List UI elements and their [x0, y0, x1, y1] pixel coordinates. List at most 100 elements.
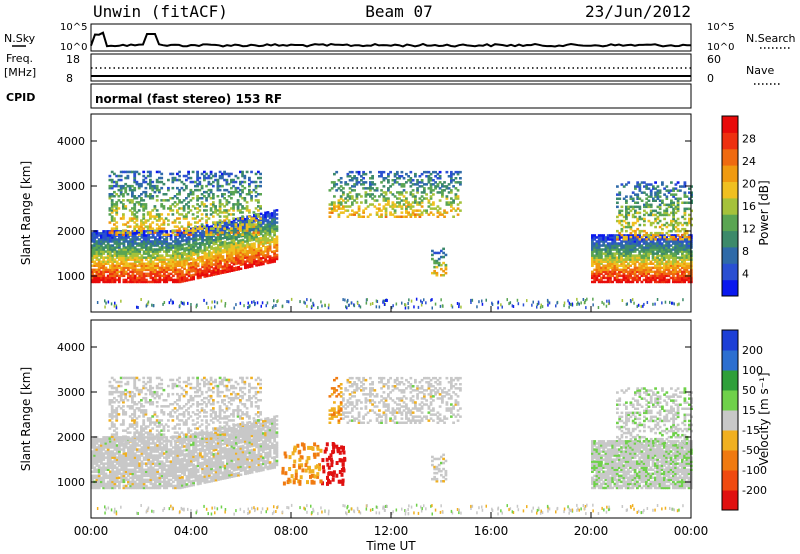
data-cell	[106, 240, 110, 243]
data-cell	[230, 265, 234, 268]
data-cell	[100, 460, 103, 463]
data-cell	[244, 222, 247, 225]
data-cell	[398, 177, 401, 180]
data-cell	[423, 191, 426, 194]
data-cell	[102, 280, 106, 284]
data-cell	[647, 205, 651, 209]
data-cell	[647, 235, 651, 239]
data-cell	[95, 482, 99, 486]
data-cell	[93, 246, 97, 249]
data-cell	[618, 191, 622, 194]
data-cell	[257, 231, 260, 234]
data-cell	[223, 205, 226, 208]
data-cell	[153, 184, 157, 188]
data-cell	[241, 238, 245, 242]
data-cell	[167, 266, 171, 270]
data-cell	[591, 276, 594, 280]
data-cell	[627, 236, 630, 239]
data-cell	[133, 280, 137, 284]
data-cell	[185, 197, 188, 200]
data-cell	[398, 201, 401, 204]
data-cell	[685, 248, 689, 251]
data-cell	[209, 231, 213, 234]
data-cell	[115, 201, 119, 204]
data-cell	[140, 248, 144, 251]
data-cell	[173, 176, 177, 180]
data-cell	[129, 242, 133, 245]
data-cell	[622, 270, 626, 274]
data-cell	[226, 264, 229, 267]
data-cell	[667, 280, 671, 284]
data-cell	[209, 233, 213, 236]
data-cell	[113, 454, 117, 457]
data-cell	[676, 223, 680, 227]
data-cell	[241, 215, 244, 218]
data-cell	[158, 232, 162, 235]
data-cell	[129, 278, 133, 282]
data-cell	[676, 246, 680, 249]
data-cell	[362, 209, 365, 212]
data-cell	[199, 258, 202, 261]
speck	[577, 301, 579, 305]
data-cell	[654, 242, 657, 245]
data-cell	[212, 230, 216, 234]
data-cell	[670, 221, 673, 225]
data-cell	[111, 456, 115, 459]
data-cell	[230, 190, 233, 194]
data-cell	[616, 219, 619, 223]
data-cell	[600, 256, 603, 259]
data-cell	[93, 232, 97, 235]
data-cell	[391, 207, 395, 210]
data-cell	[187, 238, 191, 241]
speck	[287, 300, 290, 304]
data-cell	[174, 240, 177, 243]
data-cell	[162, 223, 166, 226]
data-cell	[102, 230, 106, 233]
data-cell	[387, 203, 390, 206]
data-cell	[111, 454, 115, 457]
data-cell	[271, 218, 274, 221]
data-cell	[663, 252, 666, 255]
data-cell	[690, 199, 693, 202]
data-cell	[259, 240, 263, 244]
data-cell	[638, 215, 642, 219]
data-cell	[111, 440, 115, 443]
data-cell	[104, 232, 108, 235]
data-cell	[230, 269, 234, 272]
data-cell	[155, 229, 159, 232]
data-cell	[137, 195, 141, 198]
data-cell	[672, 234, 675, 237]
data-cell	[227, 213, 231, 216]
data-cell	[106, 444, 110, 447]
data-cell	[178, 268, 182, 271]
data-cell	[217, 254, 220, 257]
data-cell	[156, 274, 160, 278]
data-cell	[266, 239, 270, 242]
data-cell	[235, 242, 238, 245]
data-cell	[212, 247, 216, 250]
data-cell	[129, 254, 133, 257]
data-cell	[203, 265, 207, 268]
data-cell	[178, 240, 182, 243]
data-cell	[91, 470, 94, 473]
data-cell	[232, 190, 235, 194]
data-cell	[418, 203, 422, 206]
data-cell	[622, 268, 626, 272]
data-cell	[255, 233, 258, 237]
data-cell	[174, 278, 177, 282]
data-cell	[212, 215, 215, 218]
data-cell	[214, 209, 217, 212]
data-cell	[187, 229, 190, 232]
data-cell	[111, 452, 115, 455]
data-cell	[113, 209, 116, 212]
data-cell	[106, 474, 110, 478]
data-cell	[248, 249, 252, 252]
data-cell	[268, 261, 272, 264]
data-cell	[243, 199, 247, 202]
data-cell	[252, 231, 256, 234]
data-cell	[91, 268, 94, 272]
data-cell	[129, 240, 133, 243]
speck	[563, 304, 565, 308]
data-cell	[147, 266, 151, 270]
data-cell	[378, 203, 381, 206]
